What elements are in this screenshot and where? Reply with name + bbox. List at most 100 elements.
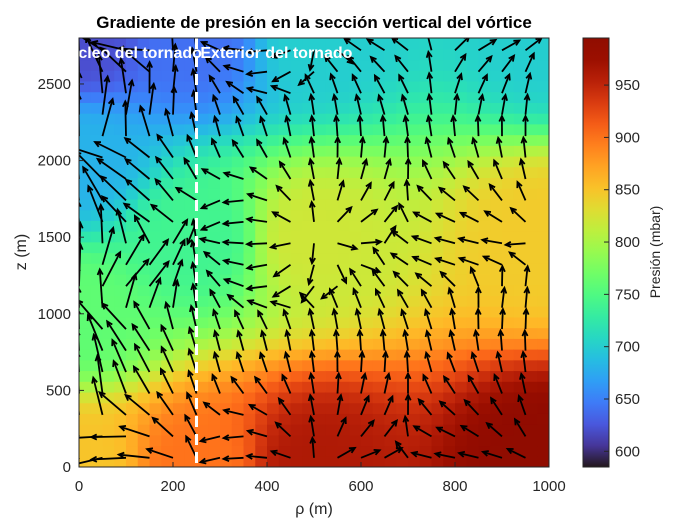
heatmap-cell xyxy=(79,231,92,243)
heatmap-cell xyxy=(231,252,245,264)
heatmap-cell xyxy=(184,445,198,457)
heatmap-cell xyxy=(196,91,209,103)
heatmap-cell xyxy=(325,456,339,467)
heatmap-cell xyxy=(490,252,503,264)
heatmap-cell xyxy=(466,70,480,82)
heatmap-cell xyxy=(290,391,303,404)
heatmap-cell xyxy=(384,145,397,157)
heatmap-cell xyxy=(490,102,503,114)
heatmap-cell xyxy=(337,166,350,179)
gradient-arrow xyxy=(246,192,268,202)
heatmap-cell xyxy=(255,145,268,157)
heatmap-cell xyxy=(196,113,209,125)
heatmap-cell xyxy=(149,252,162,264)
heatmap-cell xyxy=(173,80,186,93)
heatmap-cell xyxy=(231,38,245,50)
heatmap-cell xyxy=(337,445,350,457)
heatmap-cell xyxy=(525,413,538,425)
heatmap-cell xyxy=(396,370,409,382)
gradient-arrow xyxy=(199,41,221,52)
gradient-arrow xyxy=(358,349,366,373)
heatmap-cell xyxy=(220,123,233,136)
gradient-arrow xyxy=(474,285,482,308)
heatmap-cell xyxy=(102,59,115,71)
heatmap-cell xyxy=(79,327,92,339)
heatmap-cell xyxy=(184,306,198,318)
gradient-arrow xyxy=(221,258,244,266)
heatmap-cell xyxy=(337,231,350,243)
heatmap-cell xyxy=(267,434,280,447)
heatmap-cell xyxy=(502,445,515,457)
heatmap-cell xyxy=(384,316,397,329)
gradient-arrow xyxy=(332,328,340,351)
heatmap-cell xyxy=(478,349,491,361)
heatmap-cell xyxy=(384,91,397,103)
heatmap-cell xyxy=(137,91,151,103)
heatmap-cell xyxy=(513,134,527,146)
heatmap-cell xyxy=(337,391,350,404)
gradient-arrow xyxy=(186,391,198,416)
heatmap-cell xyxy=(419,273,433,286)
y-tick-label: 500 xyxy=(46,382,71,399)
heatmap-cell xyxy=(184,316,198,329)
gradient-arrow xyxy=(79,377,80,415)
x-axis: 0 200 400 600 800 1000 xyxy=(75,462,566,495)
heatmap-cell xyxy=(525,91,538,103)
heatmap-cell xyxy=(302,456,315,467)
heatmap-cell xyxy=(79,91,92,103)
heatmap-cell xyxy=(267,402,280,414)
gradient-arrow xyxy=(435,426,456,438)
heatmap-cell xyxy=(126,38,139,50)
heatmap-cell xyxy=(102,145,115,157)
heatmap-cell xyxy=(302,349,315,361)
heatmap-cell xyxy=(114,381,127,393)
heatmap-cell xyxy=(537,306,549,318)
gradient-arrow xyxy=(334,135,342,158)
heatmap-cell xyxy=(372,166,386,179)
heatmap-cell xyxy=(372,456,386,467)
heatmap-cell xyxy=(243,59,256,71)
heatmap-cell xyxy=(302,413,315,425)
heatmap-cell xyxy=(396,231,409,243)
heatmap-cell xyxy=(220,134,233,146)
heatmap-cell xyxy=(267,263,280,275)
heatmap-cell xyxy=(243,166,256,179)
heatmap-cell xyxy=(478,402,491,414)
heatmap-cell xyxy=(337,349,350,361)
gradient-arrow xyxy=(438,400,456,416)
heatmap-cell xyxy=(220,284,233,296)
heatmap-cell xyxy=(443,80,456,93)
heatmap-cell xyxy=(267,123,280,136)
heatmap-cell xyxy=(396,295,409,307)
gradient-arrow xyxy=(520,350,528,373)
gradient-arrow xyxy=(518,157,527,180)
heatmap-cell xyxy=(90,359,104,372)
heatmap-cell xyxy=(490,70,503,82)
heatmap-cell xyxy=(114,445,127,457)
heatmap-cell xyxy=(255,48,268,61)
heatmap-cell xyxy=(90,295,104,307)
heatmap-cell xyxy=(161,231,174,243)
heatmap-cell xyxy=(149,359,162,372)
gradient-arrow xyxy=(360,263,382,274)
heatmap-cell xyxy=(455,209,468,221)
gradient-arrow xyxy=(185,434,198,459)
heatmap-cell xyxy=(126,70,139,82)
heatmap-cell xyxy=(220,252,233,264)
heatmap-cell xyxy=(455,295,468,307)
heatmap-cell xyxy=(231,102,245,114)
heatmap-cell xyxy=(255,402,268,414)
heatmap-cell xyxy=(290,166,303,179)
heatmap-cell xyxy=(490,445,503,457)
heatmap-cell xyxy=(126,252,139,264)
gradient-arrow xyxy=(333,114,340,137)
heatmap-cell xyxy=(314,349,327,361)
heatmap-cell xyxy=(102,327,115,339)
heatmap-cell xyxy=(466,198,480,211)
heatmap-cell xyxy=(396,241,409,254)
heatmap-cell xyxy=(455,123,468,136)
heatmap-cell xyxy=(502,113,515,125)
heatmap-cell xyxy=(408,145,421,157)
heatmap-cell xyxy=(149,155,162,168)
heatmap-cell xyxy=(490,273,503,286)
